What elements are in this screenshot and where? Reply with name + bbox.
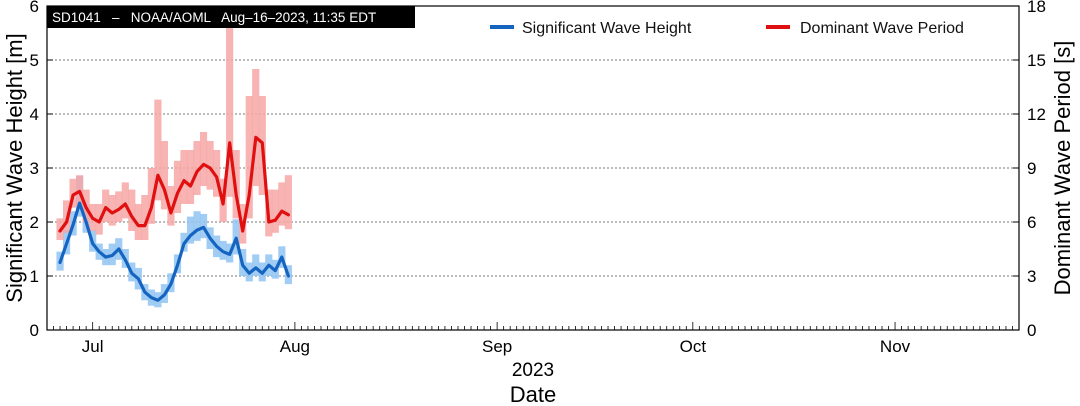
band-wave-period <box>147 168 155 224</box>
band-wave-period <box>278 182 286 226</box>
band-wave-period <box>108 195 116 226</box>
band-wave-period <box>115 191 123 222</box>
band-wave-period <box>160 141 169 210</box>
y-right-tick-label: 9 <box>1027 159 1036 178</box>
band-wave-height <box>252 254 260 276</box>
band-wave-period <box>141 195 149 240</box>
y-right-tick-label: 12 <box>1027 105 1046 124</box>
band-wave-period <box>134 204 142 240</box>
x-axis-label: Date <box>510 382 556 406</box>
wave-height-line <box>58 201 290 302</box>
x-tick-label: Nov <box>880 337 911 356</box>
y-right-tick-label: 0 <box>1027 321 1036 340</box>
x-tick-label: Oct <box>680 337 707 356</box>
x-tick-label: Jul <box>82 337 104 356</box>
band-wave-period <box>226 15 234 197</box>
band-wave-period <box>173 160 182 213</box>
y-left-tick-label: 4 <box>30 105 39 124</box>
y-left-tick-label: 0 <box>30 321 39 340</box>
y-right-tick-label: 15 <box>1027 51 1046 70</box>
title-box <box>47 6 415 28</box>
band-wave-period <box>213 150 221 197</box>
band-wave-period <box>121 182 129 219</box>
band-wave-period <box>180 150 188 204</box>
x-axis-year-label: 2023 <box>512 360 554 381</box>
y-left-tick-label: 1 <box>30 267 39 286</box>
band-wave-period <box>284 175 292 230</box>
chart-title: SD1041 – NOAA/AOML Aug–16–2023, 11:35 ED… <box>52 10 376 25</box>
y-axis-left-label: Significant Wave Height [m] <box>2 33 27 302</box>
y-left-tick-label: 6 <box>30 0 39 16</box>
x-tick-label: Aug <box>280 337 310 356</box>
grid-lines <box>47 59 1019 277</box>
legend: Significant Wave Height Dominant Wave Pe… <box>490 20 964 37</box>
band-wave-period <box>193 141 201 195</box>
x-tick-label: Sep <box>482 337 512 356</box>
band-wave-period <box>154 99 162 201</box>
legend-label-wave-period: Dominant Wave Period <box>800 20 964 37</box>
y-right-tick-label: 18 <box>1027 0 1046 16</box>
band-wave-period <box>167 186 175 226</box>
band-wave-period <box>128 189 136 231</box>
band-wave-period <box>186 150 195 204</box>
y-axis-right-label: Dominant Wave Period [s] <box>1050 41 1075 296</box>
y-right-tick-label: 6 <box>1027 213 1036 232</box>
series-lines <box>58 135 290 302</box>
band-wave-period <box>206 141 214 190</box>
y-left-tick-label: 2 <box>30 213 39 232</box>
y-right-tick-label: 3 <box>1027 267 1036 286</box>
y-left-tick-label: 3 <box>30 159 39 178</box>
y-left-tick-label: 5 <box>30 51 39 70</box>
wave-period-line <box>58 135 290 233</box>
uncertainty-bands <box>56 15 292 308</box>
legend-label-wave-height: Significant Wave Height <box>522 20 692 37</box>
band-wave-period <box>102 189 110 222</box>
band-wave-period <box>271 189 279 233</box>
band-wave-height <box>193 211 201 241</box>
axis-ticks <box>46 5 1020 331</box>
band-wave-period <box>245 96 253 219</box>
band-wave-period <box>252 69 260 186</box>
band-wave-height <box>186 216 195 244</box>
band-wave-period <box>199 132 208 186</box>
